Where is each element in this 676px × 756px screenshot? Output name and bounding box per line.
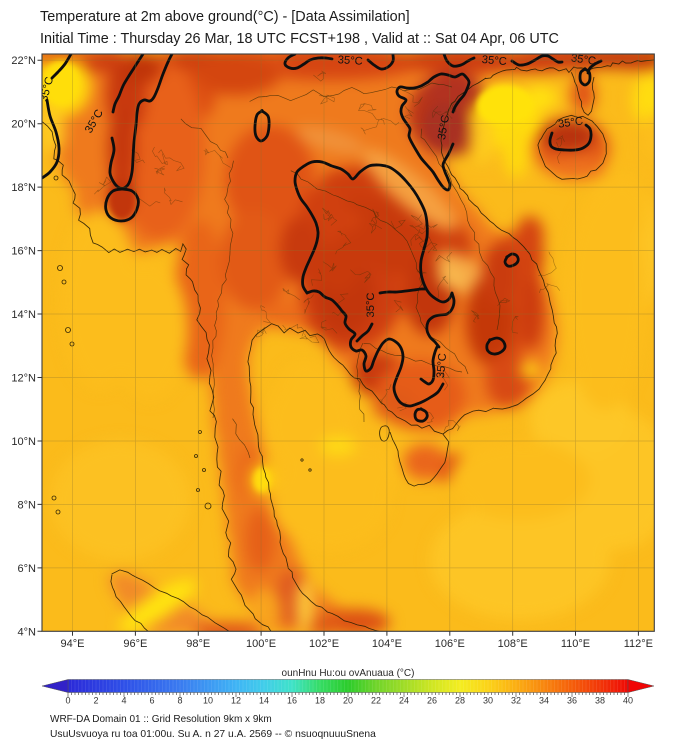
svg-text:8°N: 8°N <box>18 499 37 511</box>
svg-text:35°C: 35°C <box>481 54 507 68</box>
svg-text:35°C: 35°C <box>436 114 452 141</box>
svg-text:22°N: 22°N <box>11 55 36 67</box>
svg-text:20°N: 20°N <box>11 119 36 131</box>
svg-text:100°E: 100°E <box>246 638 276 650</box>
svg-text:38: 38 <box>595 696 605 706</box>
svg-text:ounHnu Hu:ou ovAnuaua (°C): ounHnu Hu:ou ovAnuaua (°C) <box>282 668 415 679</box>
svg-text:18°N: 18°N <box>11 182 36 194</box>
svg-text:12°N: 12°N <box>11 373 36 385</box>
svg-text:36: 36 <box>567 696 577 706</box>
svg-text:WRF-DA Domain 01 :: Grid Resol: WRF-DA Domain 01 :: Grid Resolution 9km … <box>50 714 272 725</box>
svg-text:26: 26 <box>427 696 437 706</box>
svg-text:108°E: 108°E <box>498 638 528 650</box>
svg-text:12: 12 <box>231 696 241 706</box>
svg-text:10: 10 <box>203 696 213 706</box>
svg-text:35°C: 35°C <box>365 293 377 318</box>
svg-text:8: 8 <box>177 696 182 706</box>
svg-text:22: 22 <box>371 696 381 706</box>
svg-text:0: 0 <box>65 696 70 706</box>
svg-text:106°E: 106°E <box>435 638 465 650</box>
svg-text:2: 2 <box>93 696 98 706</box>
svg-text:35°C: 35°C <box>435 353 449 379</box>
svg-text:16: 16 <box>287 696 297 706</box>
svg-text:16°N: 16°N <box>11 246 36 258</box>
svg-text:14°N: 14°N <box>11 309 36 321</box>
svg-text:10°N: 10°N <box>11 436 36 448</box>
svg-text:110°E: 110°E <box>561 638 590 650</box>
svg-text:102°E: 102°E <box>309 638 339 650</box>
svg-text:24: 24 <box>399 696 409 706</box>
svg-text:112°E: 112°E <box>624 638 653 650</box>
svg-text:98°E: 98°E <box>186 638 210 650</box>
svg-text:35°C: 35°C <box>557 115 583 130</box>
svg-text:104°E: 104°E <box>372 638 402 650</box>
svg-text:20: 20 <box>343 696 353 706</box>
svg-text:4°N: 4°N <box>18 626 37 638</box>
svg-text:Initial Time : Thursday 26 Mar: Initial Time : Thursday 26 Mar, 18 UTC F… <box>40 31 559 47</box>
svg-text:32: 32 <box>511 696 521 706</box>
svg-text:6: 6 <box>149 696 154 706</box>
svg-text:96°E: 96°E <box>123 638 147 650</box>
svg-text:94°E: 94°E <box>61 638 85 650</box>
svg-text:30: 30 <box>483 696 493 706</box>
svg-text:UsuUsvuoya ru toa 01:00u. Su A: UsuUsvuoya ru toa 01:00u. Su A. n 27 u.A… <box>50 729 376 740</box>
svg-text:14: 14 <box>259 696 269 706</box>
svg-text:Temperature at 2m above ground: Temperature at 2m above ground(°C) - [Da… <box>40 9 410 25</box>
svg-text:6°N: 6°N <box>18 563 37 575</box>
svg-text:35°C: 35°C <box>570 52 596 67</box>
svg-text:18: 18 <box>315 696 325 706</box>
svg-text:34: 34 <box>539 696 549 706</box>
svg-text:40: 40 <box>623 696 633 706</box>
svg-text:4: 4 <box>121 696 126 706</box>
svg-text:28: 28 <box>455 696 465 706</box>
svg-text:35°C: 35°C <box>337 54 363 68</box>
